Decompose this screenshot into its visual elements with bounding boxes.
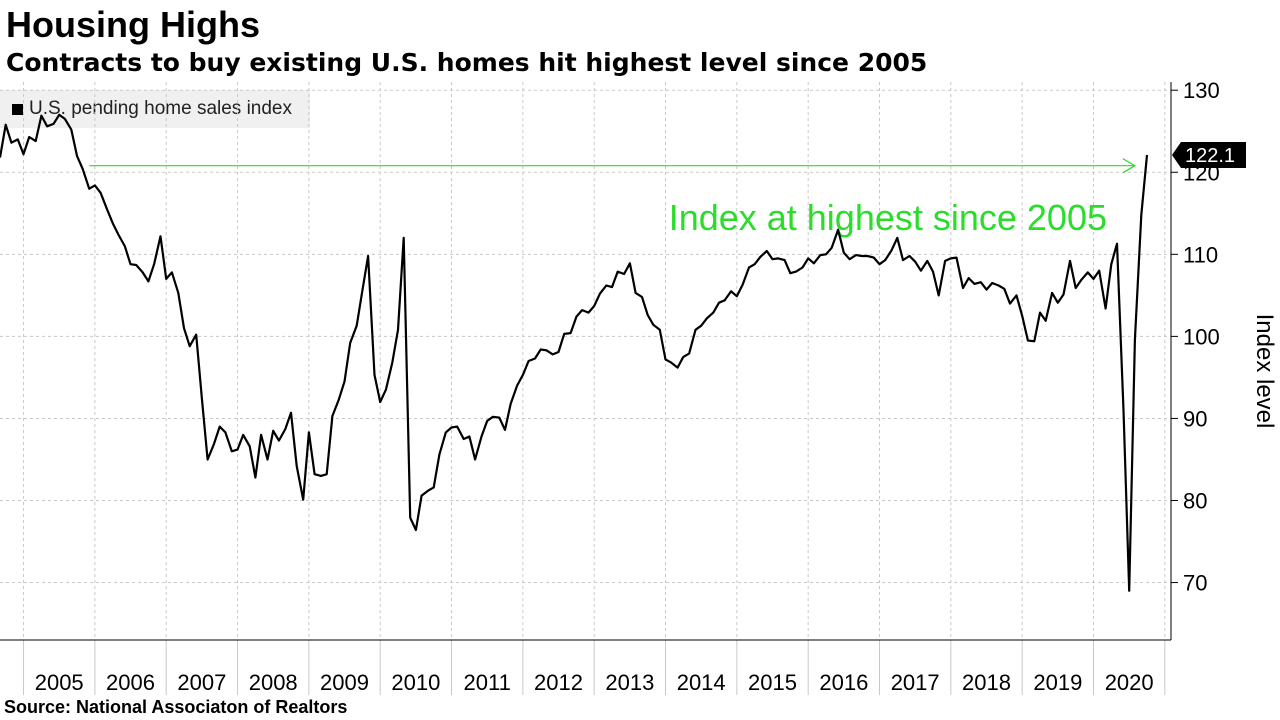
series-line — [0, 113, 1149, 592]
y-tick-label: 110 — [1183, 242, 1218, 267]
x-tick-label: 2018 — [962, 670, 1011, 695]
annotation-text: Index at highest since 2005 — [669, 197, 1107, 238]
y-tick-label: 80 — [1183, 489, 1207, 514]
annotation-arrowhead — [1122, 158, 1137, 174]
x-tick-label: 2020 — [1105, 670, 1154, 695]
y-tick-label: 90 — [1183, 406, 1207, 431]
x-tick-label: 2008 — [249, 670, 298, 695]
chart-subtitle: Contracts to buy existing U.S. homes hit… — [6, 48, 928, 77]
y-tick-label: 100 — [1183, 324, 1220, 349]
x-tick-label: 2006 — [106, 670, 155, 695]
legend-swatch — [12, 103, 23, 115]
x-tick-label: 2010 — [391, 670, 440, 695]
x-tick-label: 2014 — [677, 670, 726, 695]
last-value-tag — [1172, 142, 1246, 169]
x-tick-label: 2013 — [605, 670, 654, 695]
y-axis-label: Index level — [1251, 314, 1278, 429]
x-tick-label: 2016 — [819, 670, 868, 695]
x-tick-label: 2007 — [177, 670, 226, 695]
x-tick-label: 2012 — [534, 670, 583, 695]
last-value-label: 122.1 — [1185, 145, 1235, 167]
legend: U.S. pending home sales index — [0, 90, 310, 128]
chart-title: Housing Highs — [6, 4, 260, 45]
source-note: Source: National Associaton of Realtors — [4, 697, 348, 717]
label-layer: 122.1 — [1172, 142, 1246, 169]
y-tick-label: 70 — [1183, 571, 1207, 596]
series-layer — [0, 113, 1149, 592]
x-tick-label: 2005 — [35, 670, 84, 695]
x-tick-label: 2017 — [891, 670, 940, 695]
x-tick-label: 2011 — [464, 670, 511, 695]
x-tick-label: 2019 — [1033, 670, 1082, 695]
annotation-layer: Index at highest since 2005 — [89, 158, 1137, 238]
gridlines — [0, 82, 1171, 640]
y-tick-label: 130 — [1183, 78, 1220, 103]
x-tick-label: 2009 — [320, 670, 369, 695]
x-tick-label: 2015 — [748, 670, 797, 695]
